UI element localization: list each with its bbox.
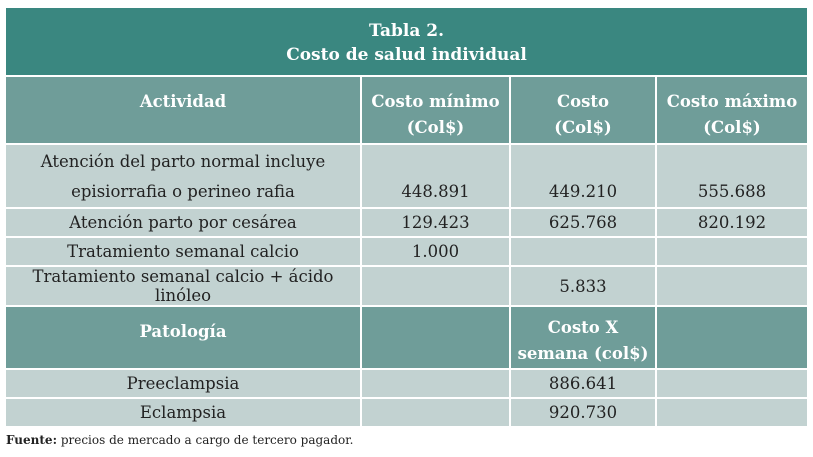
pathology-label: Eclampsia	[6, 398, 362, 428]
header-actividad: Actividad	[6, 77, 362, 145]
source-footnote: Fuente: precios de mercado a cargo de te…	[6, 433, 353, 447]
activity-label: Atención parto por cesárea	[6, 208, 362, 238]
activity-cost: 449.210	[510, 144, 657, 209]
activity-max	[656, 266, 807, 307]
table-title-line2: Costo de salud individual	[286, 45, 527, 65]
activity-label: Atención del parto normal incluye episio…	[6, 144, 362, 209]
header-patologia: Patología	[6, 306, 362, 370]
pathology-header-row: Patología Costo X semana (col$)	[6, 306, 807, 370]
pathology-empty	[656, 369, 807, 399]
activity-label: Tratamiento semanal calcio	[6, 237, 362, 267]
activity-cost: 625.768	[510, 208, 657, 238]
activity-max: 555.688	[656, 144, 807, 209]
activity-cost	[510, 237, 657, 267]
pathology-empty	[656, 398, 807, 428]
footnote-label: Fuente:	[6, 433, 57, 447]
header-costo-semana: Costo X semana (col$)	[510, 306, 657, 370]
pathology-empty	[361, 369, 511, 399]
activity-cost: 5.833	[510, 266, 657, 307]
footnote-text: precios de mercado a cargo de tercero pa…	[57, 433, 354, 447]
table-row: Atención parto por cesárea 129.423 625.7…	[6, 208, 807, 238]
table-row: Eclampsia 920.730	[6, 398, 807, 428]
activity-min: 129.423	[361, 208, 511, 238]
header-row: Actividad Costo mínimo (Col$) Costo (Col…	[6, 77, 807, 145]
cost-table: Actividad Costo mínimo (Col$) Costo (Col…	[6, 77, 807, 428]
header-costo-minimo: Costo mínimo (Col$)	[361, 77, 511, 145]
table-row: Tratamiento semanal calcio 1.000	[6, 237, 807, 267]
pathology-cost: 886.641	[510, 369, 657, 399]
pathology-cost: 920.730	[510, 398, 657, 428]
table-row: Preeclampsia 886.641	[6, 369, 807, 399]
table-row: Tratamiento semanal calcio + ácido linól…	[6, 266, 807, 307]
activity-min	[361, 266, 511, 307]
header-costo: Costo (Col$)	[510, 77, 657, 145]
activity-min: 448.891	[361, 144, 511, 209]
table-row: Atención del parto normal incluye episio…	[6, 144, 807, 209]
pathology-label: Preeclampsia	[6, 369, 362, 399]
activity-label: Tratamiento semanal calcio + ácido linól…	[6, 266, 362, 307]
header-empty	[361, 306, 511, 370]
pathology-empty	[361, 398, 511, 428]
header-costo-maximo: Costo máximo (Col$)	[656, 77, 807, 145]
activity-max	[656, 237, 807, 267]
table-title-line1: Tabla 2.	[368, 21, 445, 41]
cost-table-container: Tabla 2. Costo de salud individual Activ…	[6, 8, 807, 428]
activity-max: 820.192	[656, 208, 807, 238]
activity-min: 1.000	[361, 237, 511, 267]
table-title: Tabla 2. Costo de salud individual	[6, 8, 807, 77]
header-empty	[656, 306, 807, 370]
